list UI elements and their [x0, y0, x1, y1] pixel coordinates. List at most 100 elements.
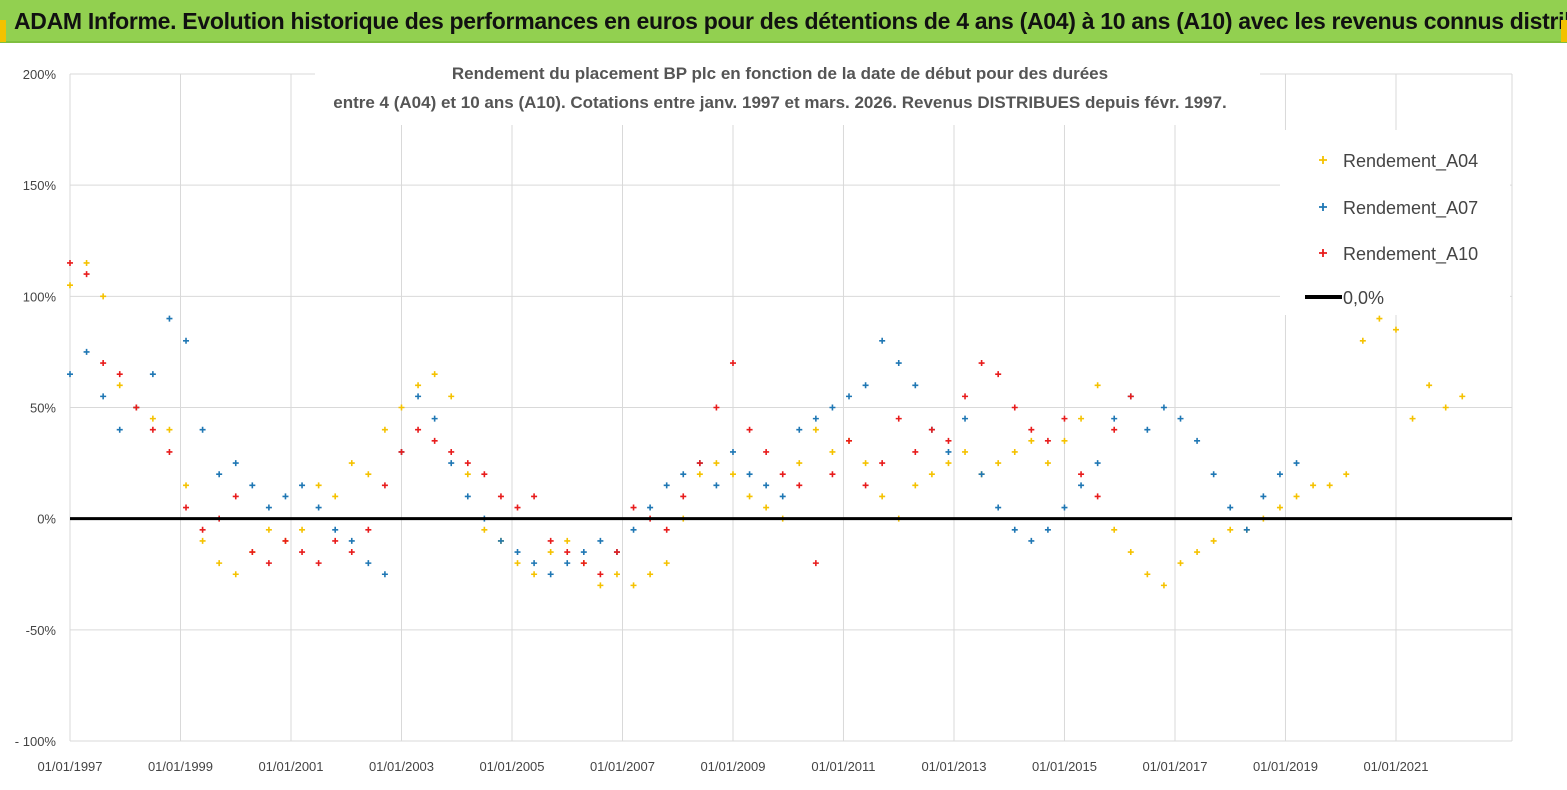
corner-marker-left: [0, 20, 6, 42]
series-a07-point: [763, 482, 770, 489]
series-a04-point: [1210, 537, 1217, 544]
series-a07-point: [1011, 526, 1018, 533]
series-a04-point: [812, 426, 819, 433]
series-a10-point: [1127, 393, 1134, 400]
series-a10-point: [431, 437, 438, 444]
y-tick-label: 150%: [23, 178, 57, 193]
legend-marker: [1319, 249, 1327, 257]
series-rendement-a10: [67, 259, 1134, 578]
series-a10-point: [613, 549, 620, 556]
x-axis-ticks: 01/01/1997 01/01/1999 01/01/2001 01/01/2003…: [37, 759, 1428, 774]
series-a07-point: [464, 493, 471, 500]
series-a07-point: [431, 415, 438, 422]
title-banner: ADAM Informe. Evolution historique des p…: [0, 0, 1567, 43]
series-a07-point: [199, 426, 206, 433]
y-tick-label: 200%: [23, 67, 57, 82]
legend-marker: [1319, 156, 1327, 164]
y-tick-label: 0%: [37, 512, 56, 527]
series-a07-point: [630, 526, 637, 533]
series-a10-point: [829, 471, 836, 478]
series-a04-point: [1160, 582, 1167, 589]
series-a04-point: [1343, 471, 1350, 478]
series-a04-point: [647, 571, 654, 578]
series-a10-point: [580, 560, 587, 567]
legend: Rendement_A04 Rendement_A07 Rendement_A10 0…: [1305, 151, 1478, 308]
series-a10-point: [879, 460, 886, 467]
series-a04-point: [67, 282, 73, 289]
x-tick-label: 01/01/2011: [811, 759, 875, 774]
chart-svg: 200%150%100%50%0%-50%- 100% 01/01/1997 01…: [15, 55, 1513, 774]
series-a04-point: [448, 393, 455, 400]
series-a10-point: [630, 504, 637, 511]
series-a07-point: [531, 560, 538, 567]
series-a10-point: [166, 448, 173, 455]
series-a04-point: [183, 482, 190, 489]
chart-title-line2: entre 4 (A04) et 10 ans (A10). Cotations…: [333, 93, 1227, 112]
series-a04-point: [431, 371, 438, 378]
x-tick-label: 01/01/1997: [37, 759, 102, 774]
series-a04-point: [597, 582, 604, 589]
series-a04-point: [381, 426, 388, 433]
series-a04-point: [1276, 504, 1283, 511]
series-a04-point: [531, 571, 538, 578]
series-a04-point: [1442, 404, 1449, 411]
banner-title: ADAM Informe. Evolution historique des p…: [14, 8, 1567, 34]
series-a07-point: [962, 415, 969, 422]
series-a04-point: [995, 460, 1002, 467]
series-a07-point: [1144, 426, 1151, 433]
series-a07-point: [547, 571, 554, 578]
series-a04-point: [796, 460, 803, 467]
series-a04-point: [1310, 482, 1317, 489]
x-tick-label: 01/01/2003: [369, 759, 434, 774]
series-a10-point: [83, 271, 90, 278]
legend-label: 0,0%: [1343, 288, 1384, 308]
series-a04-point: [149, 415, 156, 422]
series-a04-point: [663, 560, 670, 567]
series-a10-point: [547, 537, 554, 544]
series-a04-point: [912, 482, 919, 489]
series-a10-point: [348, 549, 355, 556]
series-a07-point: [663, 482, 670, 489]
y-tick-label: -50%: [26, 623, 57, 638]
series-a10-point: [846, 437, 853, 444]
series-a04-point: [166, 426, 173, 433]
series-a10-point: [332, 537, 339, 544]
series-a04-point: [763, 504, 770, 511]
series-a10-point: [1011, 404, 1018, 411]
series-a10-point: [299, 549, 306, 556]
series-a07-point: [514, 549, 521, 556]
series-rendement-a04: [67, 259, 1466, 589]
series-a07-point: [1293, 460, 1300, 467]
x-tick-label: 01/01/2019: [1253, 759, 1318, 774]
series-a07-point: [779, 493, 786, 500]
series-a07-point: [1227, 504, 1234, 511]
series-a07-point: [945, 448, 952, 455]
series-a04-point: [1177, 560, 1184, 567]
series-a10-point: [67, 259, 73, 266]
series-a10-point: [415, 426, 422, 433]
series-a10-point: [398, 448, 405, 455]
series-a07-point: [116, 426, 123, 433]
series-a04-point: [514, 560, 521, 567]
legend-label: Rendement_A04: [1343, 151, 1478, 172]
series-a07-point: [879, 337, 886, 344]
series-a10-point: [978, 360, 985, 367]
series-a10-point: [713, 404, 720, 411]
series-a10-point: [365, 526, 372, 533]
series-a07-point: [415, 393, 422, 400]
series-a07-point: [67, 371, 73, 378]
series-a04-point: [862, 460, 869, 467]
legend-label: Rendement_A10: [1343, 244, 1478, 265]
series-a07-point: [812, 415, 819, 422]
series-a10-point: [133, 404, 140, 411]
series-a10-point: [464, 460, 471, 467]
series-a07-point: [746, 471, 753, 478]
series-a10-point: [1111, 426, 1118, 433]
series-a07-point: [365, 560, 372, 567]
y-tick-label: - 100%: [15, 734, 57, 749]
series-a04-point: [746, 493, 753, 500]
series-a10-point: [100, 360, 107, 367]
series-a04-point: [1376, 315, 1383, 322]
series-a10-point: [1094, 493, 1101, 500]
x-tick-label: 01/01/2015: [1032, 759, 1097, 774]
